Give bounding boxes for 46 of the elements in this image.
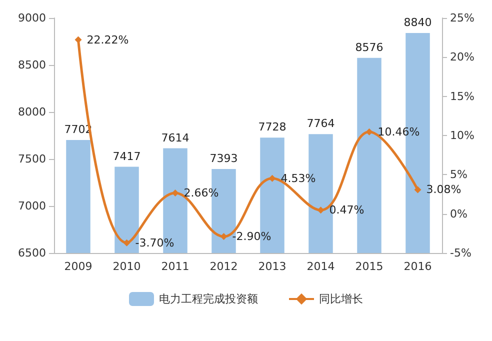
y2-tick-label: 25% (450, 12, 474, 24)
x-tick-label: 2012 (210, 260, 238, 273)
y2-tick-label: 10% (450, 129, 474, 142)
y-tick-label: 8000 (18, 106, 46, 118)
y2-tick-label: 20% (450, 50, 474, 64)
y-tick-label: 9000 (18, 12, 46, 24)
point (123, 239, 130, 246)
point (414, 186, 422, 194)
data-label: 7614 (161, 131, 190, 144)
data-label: 7417 (112, 150, 141, 163)
x-tick-label: 2013 (258, 260, 286, 273)
point (317, 206, 324, 214)
data-label: 0.47% (329, 204, 364, 217)
x-tick-label: 2016 (404, 260, 432, 273)
data-label: 22.22% (86, 33, 129, 46)
point (172, 189, 179, 196)
y-tick-label: 7500 (18, 152, 46, 166)
y-tick-label: 7000 (18, 200, 46, 212)
y2-tick-label: -5% (450, 246, 472, 260)
x-tick-label: 2014 (306, 260, 335, 273)
y2-tick-label: 5% (450, 168, 468, 182)
x-tick-label: 2011 (161, 260, 190, 273)
y-tick-label: 8500 (18, 58, 46, 72)
data-label: 2.66% (184, 186, 219, 200)
legend-label: 同比增长 (319, 292, 363, 306)
data-label: -3.70% (135, 236, 174, 250)
data-label: 4.53% (280, 172, 316, 185)
point (220, 233, 228, 240)
point (268, 174, 276, 182)
x-tick-label: 2010 (112, 260, 141, 273)
x-tick-label: 2015 (355, 260, 384, 273)
legend-label: 电力工程完成投资额 (159, 292, 258, 306)
data-label: 7393 (210, 152, 238, 166)
point (366, 128, 373, 136)
x-tick-label: 2009 (64, 260, 92, 273)
data-label: 10.46% (378, 125, 420, 138)
point (74, 36, 82, 44)
data-label: 7764 (306, 117, 335, 130)
data-label: 8840 (404, 16, 432, 30)
y2-tick-label: 0% (450, 207, 468, 220)
data-label: -2.90% (232, 230, 272, 244)
y2-tick-label: 15% (450, 90, 474, 103)
data-label: 3.08% (426, 183, 462, 196)
data-label: 7728 (258, 120, 286, 134)
data-label: 8576 (355, 40, 384, 54)
y-tick-label: 6500 (18, 246, 46, 260)
